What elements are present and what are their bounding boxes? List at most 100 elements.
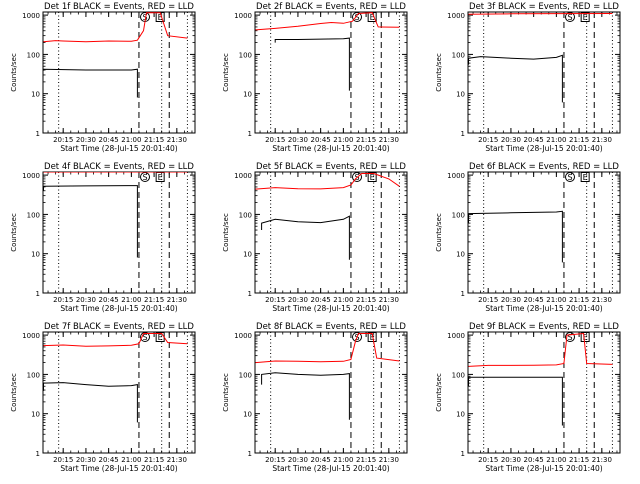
- y-tick-label: 100: [239, 211, 252, 219]
- x-tick-label: 20:45: [524, 456, 544, 464]
- end-marker-label: E: [370, 13, 375, 22]
- lld-series-line: [468, 332, 613, 367]
- plot-frame: [254, 331, 408, 454]
- y-tick-label: 1000: [22, 172, 40, 180]
- y-axis-label: Counts/sec: [222, 213, 230, 252]
- end-marker-label: E: [583, 13, 588, 22]
- x-tick-label: 20:45: [99, 296, 119, 304]
- x-axis-label: Start Time (28-Jul-15 20:01:40): [485, 464, 602, 473]
- start-marker-circle: [565, 172, 576, 182]
- events-series-line: [261, 215, 350, 260]
- y-axis-label: Counts/sec: [435, 53, 443, 92]
- y-axis-label: Counts/sec: [435, 213, 443, 252]
- x-tick-label: 20:15: [265, 456, 285, 464]
- y-tick-label: 100: [239, 51, 252, 59]
- x-tick-label: 20:15: [265, 296, 285, 304]
- y-tick-label: 10: [31, 411, 40, 419]
- x-tick-label: 20:30: [288, 136, 308, 144]
- start-marker-label: S: [142, 13, 147, 22]
- lld-series-line: [468, 13, 613, 15]
- x-tick-label: 21:15: [144, 296, 164, 304]
- x-tick-label: 20:30: [288, 296, 308, 304]
- events-series-line: [274, 37, 350, 91]
- start-marker-label: S: [567, 333, 572, 342]
- y-tick-label: 1: [248, 290, 252, 298]
- lld-series-line: [255, 12, 400, 31]
- y-tick-label: 1000: [234, 172, 252, 180]
- events-series-line: [468, 54, 563, 103]
- y-tick-label: 10: [456, 91, 465, 99]
- x-axis-label: Start Time (28-Jul-15 20:01:40): [60, 304, 177, 313]
- plot-frame: [42, 171, 196, 294]
- y-tick-label: 10: [456, 251, 465, 259]
- x-tick-label: 21:15: [569, 296, 589, 304]
- end-marker-box: [580, 12, 590, 22]
- x-tick-label: 20:45: [311, 456, 331, 464]
- y-tick-label: 1: [461, 450, 465, 458]
- y-tick-label: 1000: [22, 332, 40, 340]
- y-axis-label: Counts/sec: [222, 373, 230, 412]
- x-tick-label: 21:15: [144, 456, 164, 464]
- x-tick-label: 21:00: [121, 136, 141, 144]
- y-tick-label: 1000: [447, 12, 465, 20]
- x-tick-label: 21:00: [121, 296, 141, 304]
- start-marker-label: S: [142, 333, 147, 342]
- x-tick-label: 21:30: [167, 456, 187, 464]
- x-tick-label: 21:00: [546, 456, 566, 464]
- start-marker-circle: [565, 12, 576, 22]
- x-tick-label: 20:30: [501, 456, 521, 464]
- y-tick-label: 1: [36, 450, 40, 458]
- x-tick-label: 21:30: [167, 136, 187, 144]
- x-tick-label: 20:45: [99, 136, 119, 144]
- events-series-line: [261, 372, 350, 420]
- end-marker-box: [367, 332, 377, 342]
- chart-panel-8: Det 8f BLACK = Events, RED = LLD 1 10 100 10…: [222, 322, 408, 473]
- end-marker-box: [580, 332, 590, 342]
- chart-panel-1: Det 1f BLACK = Events, RED = LLD 1 10 100 10…: [10, 2, 196, 153]
- x-axis-label: Start Time (28-Jul-15 20:01:40): [272, 464, 389, 473]
- lld-series-line: [43, 333, 188, 347]
- x-tick-label: 20:30: [501, 136, 521, 144]
- end-marker-label: E: [583, 333, 588, 342]
- chart-title: Det 6f BLACK = Events, RED = LLD: [469, 162, 619, 172]
- end-marker-box: [580, 172, 590, 182]
- start-marker-circle: [140, 332, 151, 342]
- x-tick-label: 20:15: [478, 456, 498, 464]
- x-tick-label: 20:15: [265, 136, 285, 144]
- y-tick-label: 10: [243, 411, 252, 419]
- end-marker-label: E: [158, 13, 163, 22]
- x-tick-label: 21:00: [546, 296, 566, 304]
- plot-frame: [467, 171, 621, 294]
- y-tick-label: 1: [461, 290, 465, 298]
- x-axis-label: Start Time (28-Jul-15 20:01:40): [272, 304, 389, 313]
- x-tick-label: 20:15: [53, 296, 73, 304]
- start-marker-label: S: [354, 13, 359, 22]
- y-tick-label: 10: [243, 91, 252, 99]
- x-tick-label: 21:15: [144, 136, 164, 144]
- x-tick-label: 20:30: [76, 296, 96, 304]
- x-tick-label: 20:15: [53, 456, 73, 464]
- x-axis-label: Start Time (28-Jul-15 20:01:40): [485, 144, 602, 153]
- x-tick-label: 20:15: [478, 296, 498, 304]
- y-tick-label: 10: [31, 91, 40, 99]
- start-marker-circle: [352, 12, 363, 22]
- x-tick-label: 21:15: [569, 456, 589, 464]
- events-series-line: [43, 68, 138, 98]
- x-axis-label: Start Time (28-Jul-15 20:01:40): [60, 464, 177, 473]
- x-tick-label: 21:30: [379, 456, 399, 464]
- start-marker-circle: [352, 332, 363, 342]
- y-axis-label: Counts/sec: [222, 53, 230, 92]
- x-tick-label: 20:15: [53, 136, 73, 144]
- chart-panel-4: Det 4f BLACK = Events, RED = LLD 1 10 100 10…: [10, 162, 196, 313]
- x-tick-label: 21:30: [167, 296, 187, 304]
- x-tick-label: 21:30: [592, 136, 612, 144]
- x-tick-label: 20:30: [501, 296, 521, 304]
- y-tick-label: 10: [456, 411, 465, 419]
- x-tick-label: 21:15: [356, 136, 376, 144]
- lld-series-line: [255, 333, 400, 364]
- y-tick-label: 100: [239, 371, 252, 379]
- plot-frame: [254, 171, 408, 294]
- start-marker-label: S: [567, 13, 572, 22]
- y-axis-label: Counts/sec: [435, 373, 443, 412]
